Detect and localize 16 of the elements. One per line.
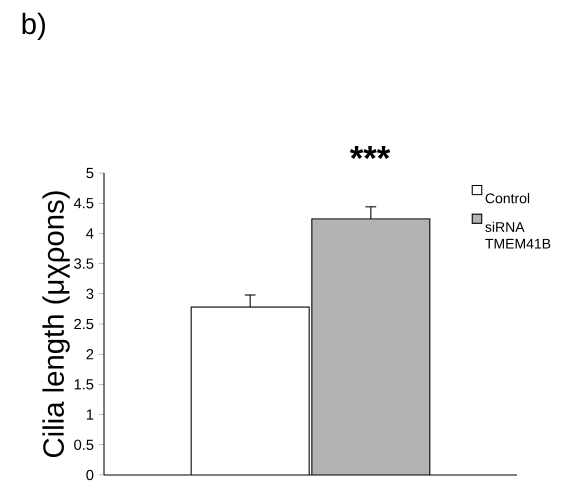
text: b) bbox=[22, 12, 45, 40]
y-tick-label: 1 bbox=[86, 410, 94, 420]
y-tick-label: 2 bbox=[86, 349, 94, 360]
y-tick-label: 3.5 bbox=[74, 258, 94, 269]
y-tick-label: 1.5 bbox=[74, 379, 94, 390]
y-tick-label: 0.5 bbox=[74, 440, 94, 450]
y-tick-label: 4 bbox=[86, 228, 94, 238]
y-axis-title: Cilia length (μχρons) bbox=[42, 191, 70, 458]
y-tick-label: 3 bbox=[86, 288, 94, 299]
legend-label: siRNA TMEM41B bbox=[485, 222, 550, 249]
y-tick-label: 2.5 bbox=[74, 318, 94, 330]
legend-label: Control bbox=[486, 193, 530, 204]
y-tick-label: 4.5 bbox=[74, 198, 94, 208]
y-tick-label: 0 bbox=[86, 470, 94, 480]
y-tick-label: 5 bbox=[86, 168, 94, 178]
text: *** bbox=[350, 146, 390, 159]
